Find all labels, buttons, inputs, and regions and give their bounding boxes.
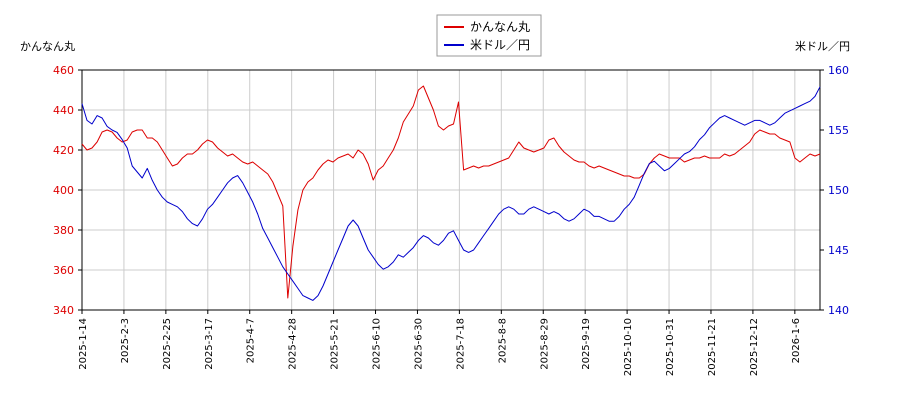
- x-tick-label: 2025-10-31: [665, 318, 676, 376]
- x-tick-label: 2025-4-28: [288, 318, 299, 370]
- right-axis-title: 米ドル／円: [795, 40, 850, 53]
- right-y-axis: 140 145 150 155 160: [820, 64, 849, 317]
- right-tick-label: 145: [828, 244, 849, 257]
- x-tick-label: 2025-11-21: [707, 318, 718, 376]
- x-tick-label: 2026-1-6: [791, 318, 802, 363]
- left-tick-label: 400: [53, 184, 74, 197]
- legend-label-kannanmaru: かんなん丸: [470, 20, 530, 34]
- left-tick-label: 460: [53, 64, 74, 77]
- right-tick-label: 150: [828, 184, 849, 197]
- legend-label-usdjpy: 米ドル／円: [470, 38, 530, 52]
- x-axis: 2025-1-14 2025-2-3 2025-2-25 2025-3-17 2025-…: [78, 310, 802, 376]
- x-tick-label: 2025-6-30: [413, 318, 424, 370]
- x-tick-label: 2025-2-3: [120, 318, 131, 363]
- x-tick-label: 2025-8-29: [539, 318, 550, 370]
- x-tick-label: 2025-8-8: [497, 318, 508, 363]
- x-tick-label: 2025-4-7: [246, 318, 257, 363]
- x-tick-label: 2025-7-18: [455, 318, 466, 370]
- x-tick-label: 2025-12-12: [749, 318, 760, 376]
- x-tick-label: 2025-9-19: [581, 318, 592, 370]
- right-tick-label: 160: [828, 64, 849, 77]
- x-tick-label: 2025-6-10: [372, 318, 383, 370]
- left-tick-label: 380: [53, 224, 74, 237]
- left-tick-label: 420: [53, 144, 74, 157]
- right-tick-label: 155: [828, 124, 849, 137]
- legend: かんなん丸 米ドル／円: [436, 14, 542, 57]
- x-tick-label: 2025-10-10: [623, 318, 634, 376]
- grid-lines: [81, 69, 820, 311]
- x-tick-label: 2025-2-25: [162, 318, 173, 370]
- x-tick-label: 2025-1-14: [78, 318, 89, 370]
- series-line-kannanmaru: [81, 85, 821, 299]
- right-tick-label: 140: [828, 304, 849, 317]
- legend-box: [436, 14, 542, 57]
- left-tick-label: 440: [53, 104, 74, 117]
- left-y-axis: 340 360 380 400 420 440 460: [53, 64, 82, 317]
- x-tick-label: 2025-5-21: [330, 318, 341, 370]
- left-tick-label: 340: [53, 304, 74, 317]
- left-tick-label: 360: [53, 264, 74, 277]
- x-tick-label: 2025-3-17: [204, 318, 215, 370]
- left-axis-title: かんなん丸: [20, 40, 75, 53]
- series-line-usdjpy: [81, 86, 821, 301]
- series-layer: [81, 85, 821, 301]
